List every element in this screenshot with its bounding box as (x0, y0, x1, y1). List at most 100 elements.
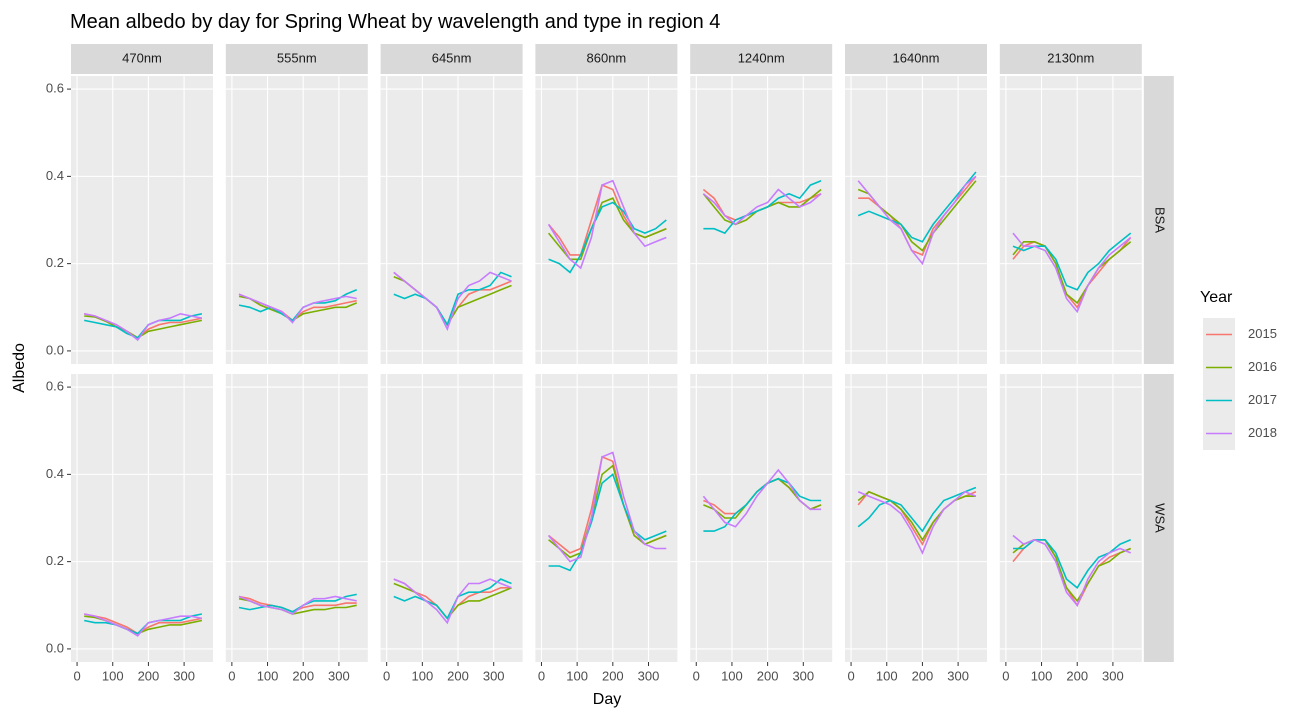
x-tick-label: 200 (138, 668, 160, 683)
strip-label: WSA (1152, 503, 1167, 533)
x-tick-label: 100 (876, 668, 898, 683)
strip (999, 44, 1142, 74)
series-line (393, 271, 512, 327)
y-tick-label: 0.6 (46, 81, 64, 96)
panel-background (535, 374, 678, 662)
panel-background (999, 76, 1142, 364)
x-tick-label: 200 (912, 668, 934, 683)
strip (1143, 76, 1174, 364)
x-tick-label: 300 (947, 668, 969, 683)
legend-label: 2018 (1248, 425, 1277, 440)
series-line (238, 595, 357, 615)
series-line (857, 490, 977, 555)
x-tick-label: 100 (1031, 668, 1053, 683)
legend-label: 2015 (1248, 326, 1277, 341)
x-tick-label: 0 (847, 668, 854, 683)
x-tick-label: 0 (693, 668, 700, 683)
strip-label: 1640nm (893, 50, 940, 65)
series-line (238, 295, 358, 322)
panel-background (690, 374, 833, 662)
strip (225, 44, 368, 74)
panel-background (71, 374, 213, 662)
x-tick-label: 100 (566, 668, 588, 683)
series-line (1012, 232, 1132, 314)
strip-label: 555nm (277, 50, 317, 65)
y-tick-label: 0.0 (46, 640, 64, 655)
strip-label: 1240nm (738, 50, 785, 65)
x-tick-label: 200 (447, 668, 469, 683)
legend-title: Year (1200, 289, 1233, 306)
x-tick-label: 300 (638, 668, 660, 683)
strip (535, 44, 678, 74)
panel-background (380, 76, 523, 364)
x-tick-label: 300 (792, 668, 814, 683)
series-line (84, 613, 203, 637)
strip-label: 860nm (587, 50, 627, 65)
series-line (702, 188, 822, 226)
x-tick-label: 200 (1066, 668, 1088, 683)
chart-title: Mean albedo by day for Spring Wheat by w… (70, 11, 720, 33)
x-tick-label: 200 (292, 668, 314, 683)
panel-background (690, 76, 833, 364)
panel-background (845, 76, 987, 364)
panel-background (999, 374, 1142, 662)
strip (71, 44, 213, 74)
series-line (393, 271, 512, 332)
series-line (857, 175, 977, 266)
x-tick-label: 100 (102, 668, 124, 683)
x-tick-label: 200 (757, 668, 779, 683)
strip-label: 2130nm (1047, 50, 1094, 65)
x-tick-label: 0 (538, 668, 545, 683)
strip-label: 470nm (122, 50, 162, 65)
y-axis-title: Albedo (11, 343, 28, 393)
x-tick-label: 100 (257, 668, 279, 683)
legend-label: 2017 (1248, 392, 1277, 407)
series-line (238, 593, 357, 613)
series-line (393, 578, 512, 625)
x-tick-label: 0 (1002, 668, 1009, 683)
x-tick-label: 0 (383, 668, 390, 683)
series-line (238, 293, 357, 324)
x-tick-label: 300 (1102, 668, 1124, 683)
y-tick-label: 0.4 (46, 466, 64, 481)
series-line (547, 179, 667, 270)
panel-background (225, 76, 368, 364)
series-line (548, 464, 667, 559)
panel-background (225, 374, 368, 662)
x-tick-label: 0 (228, 668, 235, 683)
y-tick-label: 0.2 (46, 553, 64, 568)
series-line (703, 179, 822, 235)
strip (1143, 374, 1174, 662)
series-line (84, 312, 203, 342)
series-line (1012, 241, 1132, 305)
series-line (1012, 534, 1132, 607)
y-tick-label: 0.0 (46, 342, 64, 357)
series-line (857, 171, 977, 243)
strip-label: 645nm (432, 50, 472, 65)
strip (845, 44, 987, 74)
series-line (857, 486, 977, 533)
x-tick-label: 100 (721, 668, 743, 683)
series-line (548, 473, 667, 572)
series-line (393, 578, 512, 620)
panel-background (535, 76, 678, 364)
strip (380, 44, 523, 74)
x-axis-title: Day (593, 691, 621, 708)
panel-background (845, 374, 987, 662)
series-line (548, 201, 667, 274)
strip (690, 44, 833, 74)
series-line (547, 451, 667, 563)
x-tick-label: 200 (602, 668, 624, 683)
x-tick-label: 100 (411, 668, 433, 683)
x-tick-label: 300 (483, 668, 505, 683)
y-tick-label: 0.2 (46, 255, 64, 270)
series-line (702, 468, 822, 528)
legend-label: 2016 (1248, 359, 1277, 374)
y-tick-label: 0.4 (46, 168, 64, 183)
series-line (703, 477, 822, 532)
y-tick-label: 0.6 (46, 379, 64, 394)
strip-label: BSA (1152, 207, 1167, 233)
x-tick-label: 0 (73, 668, 80, 683)
x-tick-label: 300 (328, 668, 350, 683)
